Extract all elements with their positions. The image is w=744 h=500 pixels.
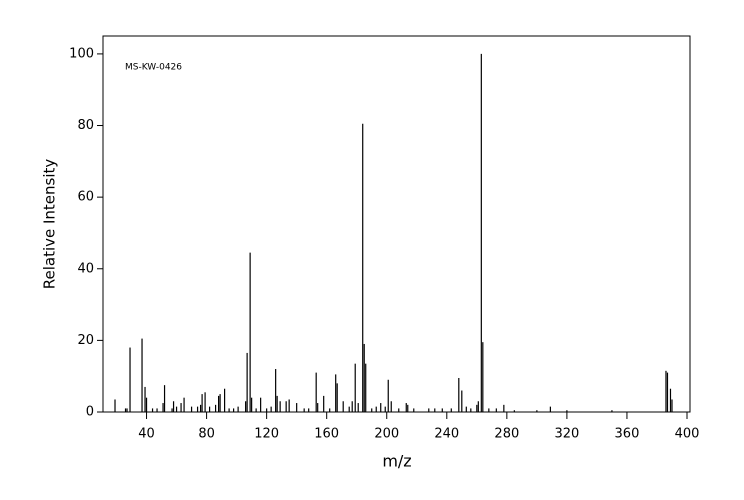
- y-axis-label: Relative Intensity: [41, 159, 59, 290]
- y-tick-label: 20: [77, 333, 94, 348]
- x-tick-label: 240: [434, 427, 459, 442]
- x-tick-label: 120: [254, 427, 279, 442]
- x-tick-label: 400: [675, 427, 700, 442]
- x-axis-label: m/z: [382, 452, 411, 471]
- x-tick-label: 40: [138, 427, 155, 442]
- y-tick-label: 40: [77, 261, 94, 276]
- y-tick-label: 60: [77, 190, 94, 205]
- x-tick-label: 280: [494, 427, 519, 442]
- annotation: MS-KW-0426: [125, 63, 182, 73]
- y-tick-label: 100: [69, 46, 94, 61]
- x-tick-label: 80: [198, 427, 215, 442]
- y-tick-label: 80: [77, 118, 94, 133]
- x-tick-label: 360: [615, 427, 640, 442]
- plot-frame: [102, 35, 691, 413]
- y-tick-label: 0: [86, 405, 94, 420]
- x-tick-label: 320: [554, 427, 579, 442]
- x-tick-label: 160: [314, 427, 339, 442]
- x-tick-label: 200: [374, 427, 399, 442]
